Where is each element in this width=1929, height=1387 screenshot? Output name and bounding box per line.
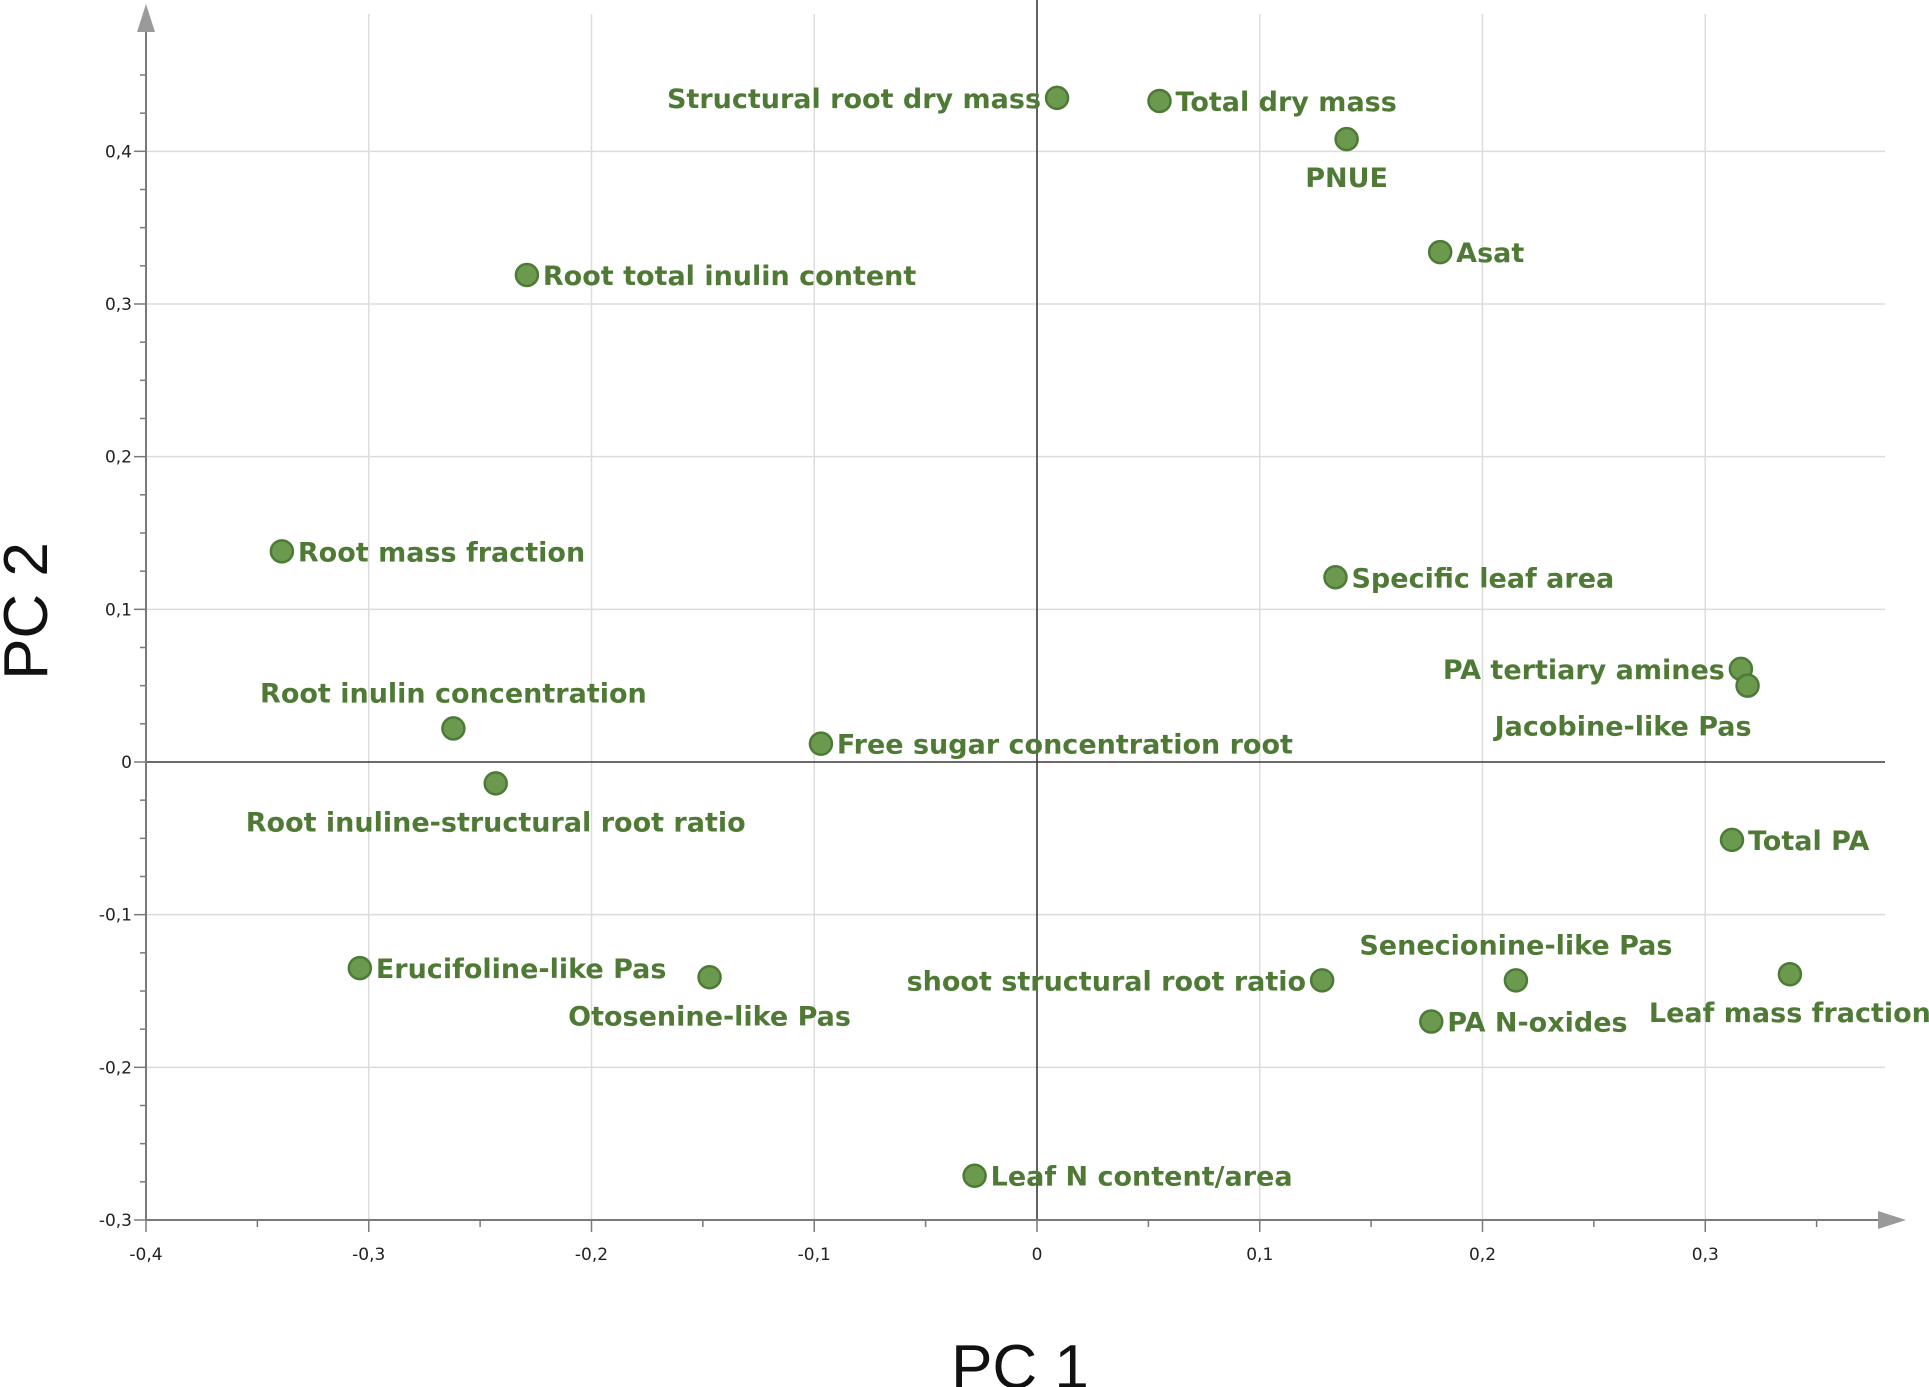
y-tick-label: -0,3 xyxy=(99,1211,132,1231)
x-tick-label: 0,2 xyxy=(1469,1245,1496,1265)
data-point xyxy=(269,539,295,564)
x-axis-label: PC 1 xyxy=(951,1333,1089,1387)
data-point xyxy=(1735,673,1760,698)
data-point xyxy=(1777,961,1803,987)
y-tick-label: -0,1 xyxy=(99,906,132,926)
data-point xyxy=(1719,827,1745,853)
data-point xyxy=(1044,85,1070,111)
data-point-label: Root mass fraction xyxy=(298,537,585,568)
data-point xyxy=(1427,239,1453,265)
data-point xyxy=(808,731,834,756)
gridlines xyxy=(146,14,1885,1220)
data-point-label: Leaf mass fraction xyxy=(1649,998,1929,1029)
axes xyxy=(137,0,1906,1229)
data-point xyxy=(1419,1009,1444,1034)
data-point-label: Total PA xyxy=(1748,826,1869,857)
y-tick-label: 0,2 xyxy=(105,448,132,468)
data-point-label: Senecionine-like Pas xyxy=(1359,930,1672,961)
data-point-label: PNUE xyxy=(1305,163,1388,194)
data-point xyxy=(697,965,722,990)
x-tick-label: 0,1 xyxy=(1246,1245,1273,1265)
x-tick-label: -0,3 xyxy=(352,1245,385,1265)
data-point xyxy=(1309,968,1335,993)
data-point xyxy=(1503,968,1529,993)
y-tick-label: 0,3 xyxy=(105,295,132,315)
data-point-label: Erucifoline-like Pas xyxy=(376,954,667,985)
x-tick-label: -0,1 xyxy=(798,1245,831,1265)
data-point xyxy=(514,262,540,288)
data-point-label: Root total inulin content xyxy=(543,261,916,292)
data-point-label: shoot structural root ratio xyxy=(907,966,1307,997)
x-axis-arrow xyxy=(1878,1211,1906,1229)
data-point-label: Leaf N content/area xyxy=(991,1162,1293,1193)
data-point-label: Otosenine-like Pas xyxy=(568,1001,851,1032)
data-points xyxy=(269,85,1803,1188)
data-point-label: Total dry mass xyxy=(1176,87,1397,118)
point-labels: Structural root dry mass Total dry mass PN… xyxy=(246,84,1929,1193)
data-point xyxy=(347,955,373,981)
y-tick-label: 0,4 xyxy=(105,142,132,162)
data-point xyxy=(1147,88,1172,114)
data-point xyxy=(1334,126,1359,152)
data-point-label: Root inuline-structural root ratio xyxy=(246,807,746,838)
y-tick-label: -0,2 xyxy=(99,1058,132,1078)
x-tick-label: 0,3 xyxy=(1692,1245,1719,1265)
tick-labels: -0,4 -0,3 -0,2 -0,1 0 0,1 0,2 0,3 -0,3 -0,2 -0,1 0 0… xyxy=(99,142,1719,1265)
data-point-label: Asat xyxy=(1456,238,1524,269)
data-point-label: Specific leaf area xyxy=(1351,563,1614,594)
y-tick-label: 0 xyxy=(121,753,132,773)
x-tick-label: -0,4 xyxy=(129,1245,162,1265)
x-tick-label: -0,2 xyxy=(575,1245,608,1265)
data-point xyxy=(441,716,466,741)
data-point xyxy=(1323,565,1348,590)
y-axis-label: PC 2 xyxy=(0,542,61,680)
data-point xyxy=(962,1163,987,1188)
tick-marks xyxy=(134,74,1818,1232)
data-point xyxy=(483,771,508,796)
data-point-label: PA tertiary amines xyxy=(1443,655,1725,686)
y-axis-arrow xyxy=(137,4,155,32)
data-point-label: Free sugar concentration root xyxy=(837,730,1293,761)
y-tick-label: 0,1 xyxy=(105,600,132,620)
data-point-label: Root inulin concentration xyxy=(260,678,647,709)
x-tick-label: 0 xyxy=(1032,1245,1043,1265)
data-point-label: Structural root dry mass xyxy=(667,84,1041,115)
data-point-label: PA N-oxides xyxy=(1447,1008,1627,1039)
data-point-label: Jacobine-like Pas xyxy=(1493,712,1752,743)
